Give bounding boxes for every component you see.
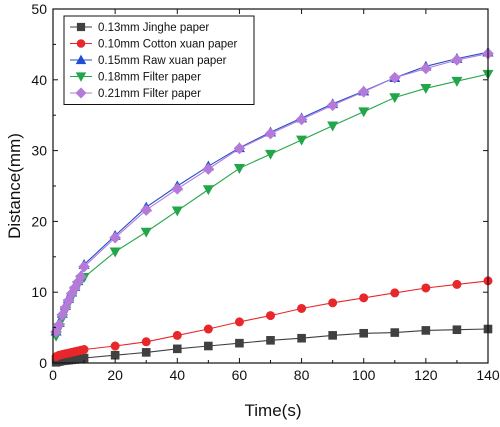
data-point [203, 324, 213, 334]
legend-label: 0.18mm Filter paper [98, 72, 201, 84]
x-tick-label: 20 [107, 367, 123, 383]
x-tick-label: 140 [476, 367, 500, 383]
data-point [233, 142, 246, 155]
data-point [53, 318, 66, 331]
data-point [234, 317, 244, 327]
data-point [171, 206, 183, 217]
data-point [109, 231, 121, 244]
data-point [172, 344, 182, 354]
legend-label: 0.21mm Filter paper [98, 88, 201, 100]
data-point [202, 163, 215, 175]
data-point [451, 76, 463, 87]
y-tick-label: 40 [31, 72, 47, 88]
data-point [420, 83, 432, 94]
legend-marker [75, 54, 87, 65]
data-point [421, 326, 431, 335]
data-point [171, 183, 184, 195]
x-tick-label: 100 [352, 367, 376, 383]
data-point [141, 348, 151, 357]
data-point [327, 121, 339, 132]
legend-box [63, 15, 255, 105]
data-point [265, 311, 275, 321]
data-point [110, 341, 120, 351]
data-point [235, 338, 244, 348]
data-point [388, 71, 401, 84]
legend-label: 0.10mm Cotton xuan paper [98, 39, 238, 51]
y-axis-title: Distance(mm) [5, 133, 24, 239]
data-point [297, 303, 307, 313]
data-point [202, 185, 214, 196]
data-point [297, 333, 306, 343]
legend-marker [76, 39, 86, 48]
x-tick-label: 80 [294, 367, 310, 383]
data-point [141, 337, 151, 347]
legend-marker [76, 22, 86, 32]
data-point [296, 135, 308, 146]
data-point [328, 331, 337, 340]
y-tick-label: 10 [31, 284, 47, 300]
data-point [78, 260, 90, 273]
data-point [421, 283, 431, 293]
y-tick-label: 0 [39, 355, 47, 371]
data-point [452, 325, 462, 335]
data-point [326, 99, 339, 112]
data-point [75, 270, 87, 283]
data-point [295, 113, 308, 126]
data-point [451, 54, 463, 66]
x-tick-label: 120 [414, 367, 438, 383]
legend-marker [75, 87, 87, 99]
data-point [390, 328, 400, 337]
data-point [79, 345, 89, 355]
data-point [389, 93, 401, 104]
series-1 [51, 276, 493, 362]
legend-label: 0.15mm Raw xuan paper [98, 55, 227, 67]
data-point [357, 86, 370, 98]
data-point [358, 107, 370, 118]
data-point [140, 204, 153, 216]
data-point [264, 127, 277, 140]
axes: 0 20 40 60 80 100 120 140 0 10 20 30 40 50 [31, 1, 499, 383]
y-tick-label: 20 [31, 213, 47, 229]
data-point [359, 293, 369, 303]
data-point [172, 330, 182, 340]
x-tick-label: 60 [232, 367, 248, 383]
data-point [390, 288, 400, 298]
legend: 0.13mm Jinghe paper 0.10mm Cotton xuan pa… [63, 15, 255, 105]
data-point [233, 164, 245, 174]
data-point [109, 247, 121, 258]
x-tick-label: 0 [49, 367, 57, 383]
data-point [264, 149, 277, 160]
series-line [55, 73, 489, 337]
data-point [359, 328, 369, 338]
data-point [328, 298, 338, 308]
series-3 [50, 69, 494, 342]
data-point [266, 336, 275, 345]
y-tick-label: 50 [31, 1, 47, 17]
data-point [204, 341, 213, 351]
data-point [452, 279, 462, 289]
y-tick-label: 30 [31, 143, 47, 159]
data-point [420, 62, 432, 75]
data-point [140, 227, 152, 238]
legend-label: 0.13mm Jinghe paper [98, 22, 209, 34]
x-tick-label: 40 [169, 367, 185, 383]
x-axis-title: Time(s) [245, 401, 302, 420]
legend-marker [75, 72, 87, 82]
